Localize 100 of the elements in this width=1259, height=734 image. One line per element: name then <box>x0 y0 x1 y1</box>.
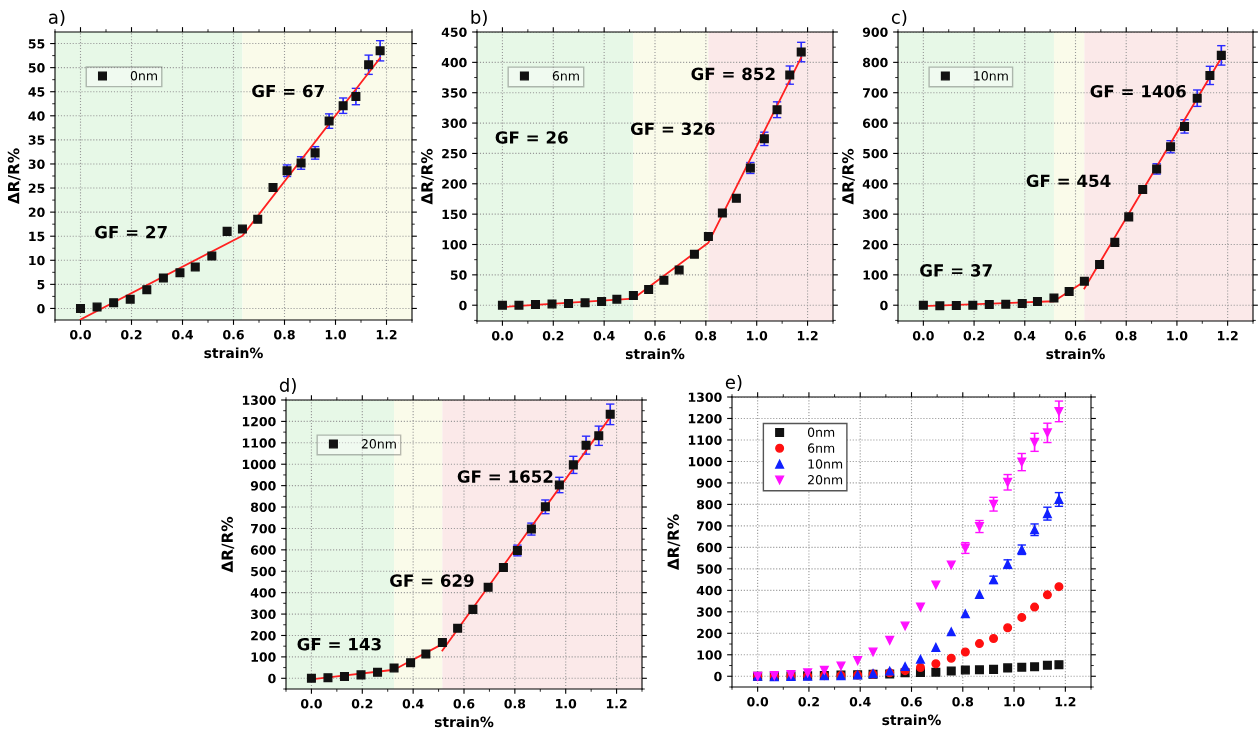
y-tick-label: 0 <box>268 673 276 684</box>
y-tick-label: 5 <box>37 280 45 290</box>
y-tick-label: 500 <box>863 148 888 159</box>
chart-title: d) <box>279 377 296 395</box>
y-tick-label: 35 <box>28 135 45 145</box>
annotation: GF = 37 <box>920 264 992 277</box>
y-tick-label: 600 <box>250 545 276 555</box>
x-tick-label: 1.0 <box>325 329 346 340</box>
x-tick-label: 0.4 <box>849 696 871 707</box>
y-tick-label: 400 <box>441 57 467 68</box>
annotation: GF = 1652 <box>457 470 553 483</box>
annotation: GF = 454 <box>1026 174 1111 188</box>
x-tick-label: 0.8 <box>695 330 717 341</box>
y-tick-label: 100 <box>251 652 276 662</box>
y-tick-label: 1000 <box>688 456 722 467</box>
y-tick-label: 450 <box>441 27 467 37</box>
legend-label: 10nm <box>974 71 1008 81</box>
y-tick-label: 50 <box>450 270 467 280</box>
chart-title: a) <box>48 9 65 27</box>
y-tick-label: 100 <box>442 239 467 250</box>
y-tick-label: 1100 <box>242 438 276 448</box>
y-tick-label: 1300 <box>688 392 722 402</box>
annotation: GF = 629 <box>390 574 474 587</box>
y-tick-label: 900 <box>250 481 276 491</box>
annotation: GF = 326 <box>630 122 715 136</box>
y-tick-label: 1000 <box>242 459 276 470</box>
y-tick-label: 700 <box>251 523 276 534</box>
y-tick-label: 20 <box>28 207 45 218</box>
y-tick-label: 200 <box>251 630 276 641</box>
legend-label: 6nm <box>552 71 579 81</box>
y-tick-label: 0 <box>459 300 467 311</box>
x-tick-label: 0.6 <box>223 329 244 340</box>
y-tick-label: 100 <box>697 650 722 660</box>
y-axis-title: ΔR/R% <box>7 148 21 205</box>
x-axis-title: strain% <box>204 347 263 359</box>
y-tick-label: 1200 <box>242 416 276 427</box>
legend-label: 6nm <box>808 443 835 453</box>
x-tick-label: 1.2 <box>797 330 818 341</box>
x-tick-label: 0.4 <box>172 329 193 340</box>
y-tick-label: 400 <box>862 179 888 189</box>
y-tick-label: 55 <box>28 39 45 49</box>
x-tick-label: 0.4 <box>1014 330 1036 341</box>
x-tick-label: 0.0 <box>300 698 322 709</box>
y-tick-label: 300 <box>442 118 467 128</box>
legend-label: 0nm <box>130 71 157 81</box>
y-tick-label: 50 <box>28 63 45 73</box>
y-tick-label: 0 <box>714 671 722 682</box>
x-axis-title: strain% <box>1046 348 1105 360</box>
y-tick-label: 700 <box>863 88 888 98</box>
x-tick-label: 1.0 <box>1004 696 1025 707</box>
x-tick-label: 0.2 <box>121 329 142 340</box>
x-tick-label: 0.8 <box>274 329 295 340</box>
annotation: GF = 27 <box>95 225 167 239</box>
x-tick-label: 0.2 <box>963 330 985 341</box>
legend-label: 0nm <box>807 427 835 437</box>
x-axis-title: strain% <box>882 714 941 726</box>
y-tick-label: 300 <box>697 607 722 617</box>
y-tick-label: 800 <box>862 57 888 68</box>
x-tick-label: 0.4 <box>593 330 615 341</box>
y-tick-label: 400 <box>696 585 722 596</box>
legend-label: 10nm <box>808 459 843 469</box>
y-axis-title: ΔR/R% <box>221 516 235 573</box>
x-tick-label: 0.6 <box>453 698 475 709</box>
y-tick-label: 15 <box>29 231 45 242</box>
annotation: GF = 852 <box>691 67 775 81</box>
y-tick-label: 25 <box>28 183 45 193</box>
y-tick-label: 100 <box>863 270 888 280</box>
y-tick-label: 300 <box>251 609 276 619</box>
y-axis-title: ΔR/R% <box>421 148 434 205</box>
x-tick-label: 0.8 <box>504 698 526 709</box>
y-tick-label: 900 <box>696 478 722 488</box>
y-tick-label: 200 <box>863 239 888 250</box>
y-tick-label: 10 <box>29 255 45 266</box>
chart-title: b) <box>471 9 487 27</box>
y-tick-label: 350 <box>442 88 467 98</box>
annotation: GF = 67 <box>252 84 324 98</box>
annotation: GF = 1406 <box>1090 84 1186 98</box>
y-tick-label: 250 <box>442 148 467 159</box>
y-tick-label: 200 <box>697 628 722 639</box>
y-tick-label: 1200 <box>688 413 722 424</box>
x-tick-label: 0.6 <box>1065 330 1086 341</box>
y-tick-label: 30 <box>28 159 45 169</box>
x-tick-label: 1.2 <box>1217 330 1238 341</box>
x-tick-label: 1.2 <box>606 698 627 709</box>
x-axis-title: strain% <box>434 716 494 728</box>
y-tick-label: 900 <box>862 27 888 37</box>
y-tick-label: 300 <box>863 209 888 220</box>
y-tick-label: 600 <box>862 118 888 128</box>
x-tick-label: 0.2 <box>542 330 564 341</box>
annotation: GF = 26 <box>495 131 568 144</box>
y-tick-label: 0 <box>37 303 45 314</box>
x-axis-title: strain% <box>625 348 685 360</box>
x-tick-label: 0.0 <box>70 329 91 340</box>
y-axis-title: ΔR/R% <box>667 514 681 571</box>
chart-title: c) <box>891 9 907 27</box>
x-tick-label: 0.0 <box>912 330 934 341</box>
y-tick-label: 200 <box>442 179 467 189</box>
x-tick-label: 1.2 <box>1055 696 1076 707</box>
y-tick-label: 1300 <box>242 395 276 405</box>
x-tick-label: 0.6 <box>644 330 666 341</box>
